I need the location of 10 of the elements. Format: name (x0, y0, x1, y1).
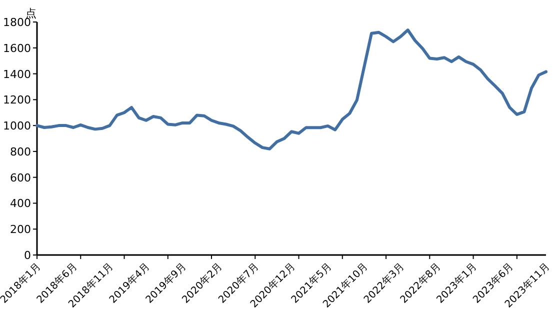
y-tick-label: 1400 (3, 68, 31, 81)
y-tick-label: 200 (10, 223, 31, 236)
y-tick-label: 600 (10, 171, 31, 184)
y-tick-label: 1200 (3, 94, 31, 107)
y-tick-label: 1600 (3, 42, 31, 55)
line-series (36, 28, 548, 150)
y-tick-label: 0 (24, 249, 31, 262)
y-tick-label: 800 (10, 145, 31, 158)
y-tick-label: 400 (10, 197, 31, 210)
y-tick-label: 1000 (3, 120, 31, 133)
